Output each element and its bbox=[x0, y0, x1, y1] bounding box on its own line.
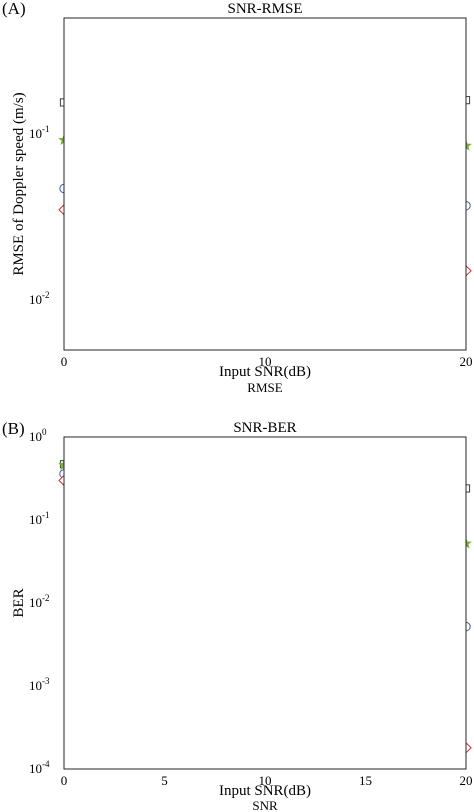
x-tick-label: 20 bbox=[460, 354, 473, 369]
x-tick-label: 10 bbox=[259, 354, 272, 369]
y-tick-label: 10-4 bbox=[29, 759, 50, 776]
x-tick-label: 20 bbox=[460, 773, 473, 788]
x-tick-label: 10 bbox=[259, 773, 272, 788]
x-axis-label-a: Input SNR(dB) bbox=[219, 364, 311, 380]
chart-title-a: SNR-RMSE bbox=[227, 1, 302, 17]
panel-label-b: (B) bbox=[2, 419, 25, 438]
y-axis-label-b: BER bbox=[11, 588, 27, 617]
y-tick-label: 10-2 bbox=[29, 290, 50, 307]
panel-label-a: (A) bbox=[2, 0, 26, 18]
y-tick-label: 10-2 bbox=[29, 593, 50, 610]
chart-title-b: SNR-BER bbox=[233, 420, 296, 436]
caption-a: RMSE bbox=[247, 380, 282, 395]
y-tick-label: 10-1 bbox=[29, 124, 50, 141]
x-tick-label: 5 bbox=[161, 773, 168, 788]
x-tick-label: 0 bbox=[61, 773, 68, 788]
plot-border bbox=[63, 436, 467, 770]
x-tick-label: 0 bbox=[61, 354, 68, 369]
x-tick-label: 15 bbox=[359, 773, 372, 788]
y-tick-label: 10-3 bbox=[29, 676, 50, 693]
caption-b: SNR bbox=[252, 798, 278, 812]
plot-border bbox=[63, 17, 467, 351]
y-tick-label: 100 bbox=[29, 427, 47, 444]
x-axis-label-b: Input SNR(dB) bbox=[219, 783, 311, 799]
panel-a: 0 10 20 10-1 10-2 (A) SNR-RMSE Input SNR(dB)… bbox=[2, 0, 473, 395]
y-tick-label: 10-1 bbox=[29, 510, 50, 527]
y-axis-label-a: RMSE of Doppler speed (m/s) bbox=[11, 92, 27, 275]
